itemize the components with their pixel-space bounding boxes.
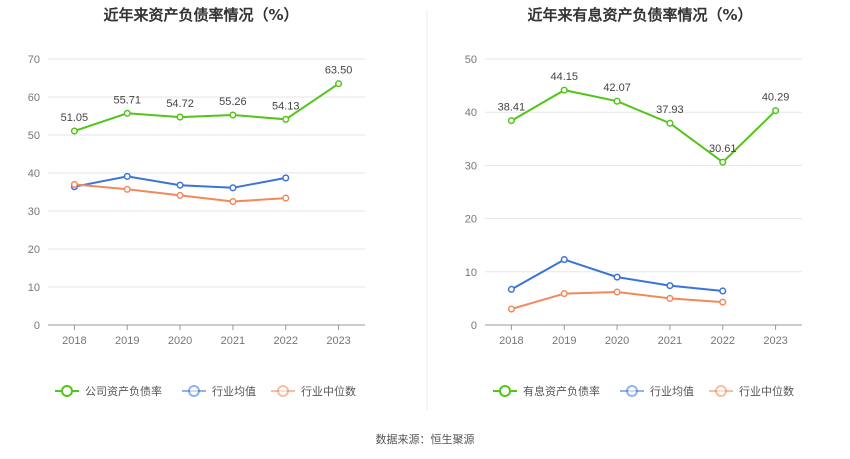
x-tick-label: 2019 [552, 335, 576, 347]
data-point [123, 109, 131, 117]
data-point [560, 256, 568, 264]
y-tick-label: 30 [28, 206, 40, 218]
data-label: 55.71 [113, 94, 141, 106]
data-point [666, 294, 674, 302]
data-point [507, 117, 515, 125]
data-point [123, 185, 131, 193]
x-tick-label: 2023 [326, 335, 350, 347]
legend-marker [499, 385, 511, 397]
data-point [176, 191, 184, 199]
data-point [772, 107, 780, 115]
data-label: 40.29 [762, 92, 790, 104]
x-tick-label: 2022 [711, 335, 735, 347]
data-point [70, 127, 78, 135]
y-tick-label: 20 [465, 214, 477, 226]
data-point [70, 180, 78, 188]
data-point [176, 181, 184, 189]
chart-title: 近年来有息资产负债率情况（%） [527, 6, 752, 24]
data-point [282, 174, 290, 182]
series-line [74, 82, 340, 132]
y-tick-label: 0 [34, 320, 40, 332]
y-tick-label: 50 [465, 54, 477, 66]
data-point [613, 273, 621, 281]
data-label: 54.13 [272, 100, 300, 112]
y-tick-label: 60 [28, 92, 40, 104]
x-tick-label: 2021 [221, 335, 245, 347]
y-tick-label: 30 [465, 160, 477, 172]
y-tick-label: 20 [28, 244, 40, 256]
x-tick-label: 2021 [658, 335, 682, 347]
legend-label: 行业中位数 [301, 384, 356, 398]
x-tick-label: 2019 [115, 335, 139, 347]
y-tick-label: 0 [471, 320, 477, 332]
legend-marker [277, 385, 289, 397]
data-label: 38.41 [498, 102, 526, 114]
data-point [229, 111, 237, 119]
data-point [719, 158, 727, 166]
data-label: 42.07 [603, 82, 631, 94]
data-point [282, 115, 290, 123]
data-point [613, 288, 621, 296]
data-point [507, 285, 515, 293]
data-point [666, 282, 674, 290]
data-point [613, 97, 621, 105]
chart-2: 近年来有息资产负债率情况（%） 0 10 20 30 40 50 2018 2019 2020 20… [465, 6, 802, 398]
x-tick-label: 2023 [763, 335, 787, 347]
series-line [510, 89, 777, 164]
data-label: 30.61 [709, 143, 737, 155]
legend-label: 行业均值 [650, 385, 694, 398]
data-label: 55.26 [219, 96, 247, 108]
data-point [123, 172, 131, 180]
y-tick-label: 70 [28, 54, 40, 66]
y-tick-label: 40 [28, 168, 40, 180]
data-point [176, 113, 184, 121]
legend-marker [188, 385, 200, 397]
x-tick-label: 2020 [168, 335, 192, 347]
legend-label: 公司资产负债率 [85, 384, 162, 398]
data-point [719, 298, 727, 306]
y-tick-label: 50 [28, 130, 40, 142]
data-point [560, 86, 568, 94]
legend-marker [61, 385, 73, 397]
chart-1: 近年来资产负债率情况（%） 0 10 20 30 40 50 60 70 2018 2019 2020… [28, 6, 365, 398]
data-point [282, 194, 290, 202]
legend-label: 有息资产负债率 [523, 384, 600, 398]
legend-label: 行业均值 [212, 385, 256, 398]
data-point [666, 119, 674, 127]
legend-marker [626, 385, 638, 397]
y-tick-label: 40 [465, 107, 477, 119]
legend-marker [715, 385, 727, 397]
data-point [229, 197, 237, 206]
x-tick-label: 2018 [62, 335, 86, 347]
chart-title: 近年来资产负债率情况（%） [103, 6, 298, 24]
data-point [229, 184, 237, 192]
y-tick-label: 10 [465, 267, 477, 279]
legend-label: 行业中位数 [739, 384, 794, 398]
data-source: 数据来源：恒生聚源 [376, 432, 475, 446]
x-tick-label: 2020 [605, 335, 629, 347]
data-point [335, 80, 343, 88]
data-label: 63.50 [325, 65, 353, 77]
x-tick-label: 2018 [499, 335, 523, 347]
data-point [560, 290, 568, 298]
data-label: 44.15 [550, 71, 578, 83]
data-point [719, 287, 727, 295]
data-point [507, 305, 515, 313]
data-label: 37.93 [656, 104, 684, 116]
y-tick-label: 10 [28, 282, 40, 294]
data-label: 54.72 [166, 98, 194, 110]
data-label: 51.05 [61, 112, 89, 124]
x-tick-label: 2022 [274, 335, 298, 347]
